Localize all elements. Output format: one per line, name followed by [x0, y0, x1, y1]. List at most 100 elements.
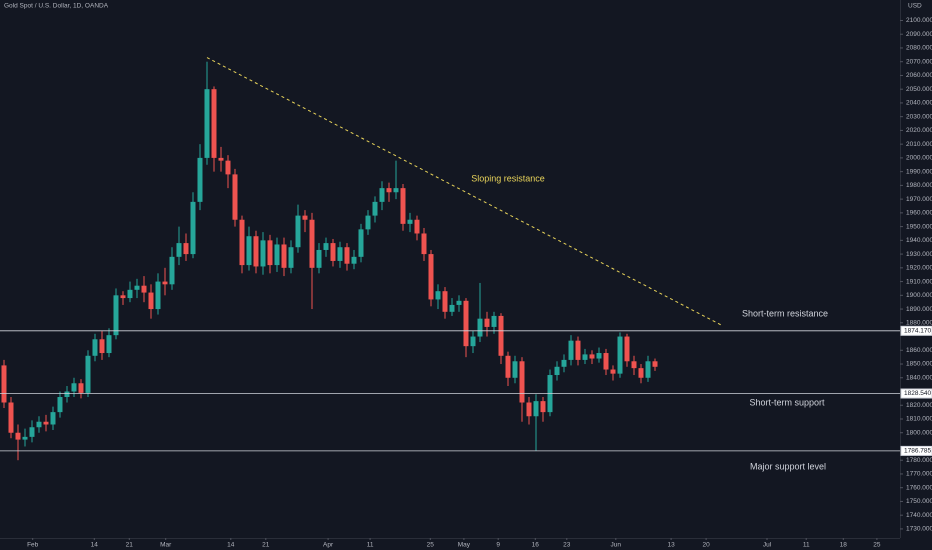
y-tick-label: 1800.000 — [906, 429, 932, 436]
candle-body — [610, 369, 616, 374]
candle-body — [302, 215, 308, 220]
candle-body — [134, 285, 140, 290]
y-tick-label: 1980.000 — [906, 182, 932, 189]
candle-body — [428, 254, 434, 300]
x-tick-label: 25 — [873, 542, 881, 549]
candle-body — [288, 247, 294, 268]
candle-body — [99, 339, 105, 354]
y-tick-label: 1960.000 — [906, 210, 932, 217]
candle-body — [253, 236, 259, 267]
y-tick-label: 1740.000 — [906, 512, 932, 519]
level-label: 1828.540 — [904, 390, 931, 397]
candle-body — [211, 89, 217, 158]
y-tick-label: 2090.000 — [906, 31, 932, 38]
y-tick-label: 2020.000 — [906, 127, 932, 134]
annotation: Major support level — [750, 461, 826, 471]
trendline — [206, 57, 723, 326]
y-tick-label: 1890.000 — [906, 306, 932, 313]
candle-body — [281, 244, 287, 268]
candle-body — [337, 247, 343, 261]
candle-body — [113, 295, 119, 336]
y-tick-label: 1900.000 — [906, 292, 932, 299]
y-tick-label: 2100.000 — [906, 17, 932, 24]
level-label: 1786.785 — [904, 448, 931, 455]
y-tick-label: 2070.000 — [906, 58, 932, 65]
candle-body — [470, 336, 476, 347]
candle-body — [1, 365, 7, 403]
x-tick-label: 11 — [803, 542, 810, 549]
x-tick-label: 23 — [563, 542, 571, 549]
candle-body — [22, 436, 28, 440]
x-tick-label: 14 — [227, 542, 235, 549]
x-tick-label: 9 — [496, 542, 500, 549]
candle-body — [456, 300, 462, 305]
candle-body — [92, 339, 98, 356]
candle-body — [176, 243, 182, 257]
chart-title: Gold Spot / U.S. Dollar, 1D, OANDA — [4, 3, 109, 10]
candle-body — [624, 336, 630, 362]
candle-body — [386, 188, 392, 193]
y-tick-label: 1920.000 — [906, 265, 932, 272]
candle-body — [15, 432, 21, 440]
candle-body — [239, 219, 245, 266]
candle-body — [246, 236, 252, 266]
candle-body — [351, 256, 357, 264]
x-tick-label: May — [458, 542, 471, 549]
y-tick-label: 1840.000 — [906, 374, 932, 381]
candle-body — [463, 300, 469, 347]
candle-body — [575, 340, 581, 360]
candle-body — [43, 421, 49, 425]
level-label-box — [900, 325, 932, 336]
candle-body — [568, 340, 574, 360]
candle-body — [218, 157, 224, 161]
candle-body — [603, 353, 609, 370]
x-tick-label: Mar — [160, 542, 172, 549]
candle-body — [141, 285, 147, 293]
candle-body — [400, 188, 406, 224]
candle-body — [344, 247, 350, 264]
candle-body — [638, 368, 644, 378]
x-tick-label: 21 — [262, 542, 270, 549]
candle-body — [358, 229, 364, 257]
candle-body — [204, 89, 210, 158]
y-tick-label: 1930.000 — [906, 251, 932, 258]
x-tick-label: 21 — [126, 542, 134, 549]
candle-body — [505, 355, 511, 378]
candle-body — [491, 315, 497, 327]
y-axis-label: USD — [908, 3, 922, 10]
y-tick-label: 1860.000 — [906, 347, 932, 354]
candle-body — [330, 243, 336, 261]
candle-body — [29, 427, 35, 437]
candle-body — [169, 256, 175, 285]
x-tick-label: 13 — [667, 542, 675, 549]
level-label-box — [900, 445, 932, 456]
level-label-box — [900, 388, 932, 399]
x-tick-label: 14 — [91, 542, 99, 549]
y-tick-label: 1880.000 — [906, 320, 932, 327]
y-tick-label: 1850.000 — [906, 361, 932, 368]
candle-body — [127, 289, 133, 299]
candle-body — [442, 291, 448, 312]
candle-body — [652, 361, 658, 367]
y-tick-label: 1940.000 — [906, 237, 932, 244]
candle-body — [260, 240, 266, 267]
candle-body — [393, 188, 399, 193]
y-tick-label: 1770.000 — [906, 471, 932, 478]
candle-body — [190, 201, 196, 255]
candle-body — [106, 335, 112, 354]
candle-body — [274, 244, 280, 266]
candle-body — [589, 354, 595, 359]
candle-body — [148, 292, 154, 310]
candle-body — [596, 353, 602, 359]
y-tick-label: 2010.000 — [906, 141, 932, 148]
y-tick-label: 2050.000 — [906, 86, 932, 93]
annotation: Short-term support — [749, 397, 825, 407]
y-tick-label: 1750.000 — [906, 498, 932, 505]
candle-body — [407, 219, 413, 224]
candle-body — [540, 401, 546, 413]
candle-body — [232, 174, 238, 220]
x-tick-label: Jun — [611, 542, 622, 549]
y-tick-label: 1820.000 — [906, 402, 932, 409]
